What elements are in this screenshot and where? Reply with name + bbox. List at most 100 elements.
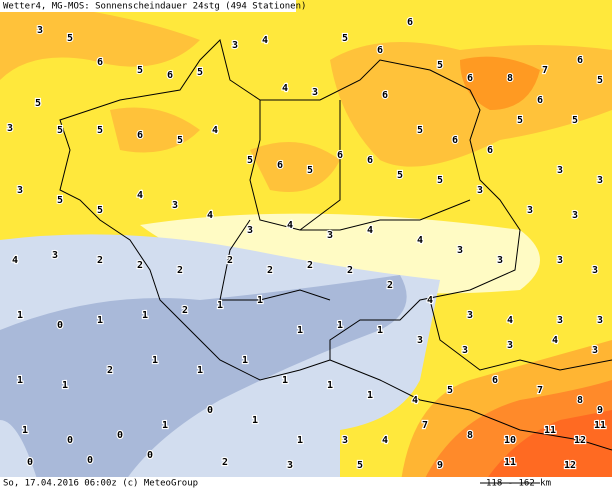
station-value: 9 [437, 460, 443, 471]
station-value: 0 [147, 450, 153, 461]
station-value: 2 [227, 255, 233, 266]
station-value: 1 [17, 310, 23, 321]
red-area [480, 410, 612, 489]
station-value: 5 [517, 115, 523, 126]
station-value: 4 [417, 235, 423, 246]
station-value: 3 [597, 315, 603, 326]
station-value: 4 [212, 125, 218, 136]
station-value: 5 [447, 385, 453, 396]
station-value: 5 [307, 165, 313, 176]
station-value: 2 [137, 260, 143, 271]
station-value: 8 [507, 73, 513, 84]
station-value: 6 [137, 130, 143, 141]
station-value: 2 [177, 265, 183, 276]
station-value: 3 [592, 265, 598, 276]
country-border [329, 299, 612, 451]
station-value: 2 [307, 260, 313, 271]
station-value: 0 [207, 405, 213, 416]
station-value: 2 [107, 365, 113, 376]
station-value: 5 [57, 195, 63, 206]
scale-label: 118 - 162 km [486, 479, 551, 489]
station-value: 6 [277, 160, 283, 171]
station-value: 5 [397, 170, 403, 181]
station-value: 11 [544, 425, 556, 436]
station-value: 4 [552, 335, 558, 346]
station-value: 8 [577, 395, 583, 406]
station-value: 1 [152, 355, 158, 366]
station-value: 4 [282, 83, 288, 94]
station-value: 4 [427, 295, 433, 306]
footer-caption: So, 17.04.2016 06:00z (c) MeteoGroup [3, 479, 198, 489]
station-value: 3 [172, 200, 178, 211]
station-value: 5 [357, 460, 363, 471]
station-value: 3 [247, 225, 253, 236]
station-value: 6 [467, 73, 473, 84]
station-value: 5 [437, 60, 443, 71]
station-value: 6 [577, 55, 583, 66]
station-value: 5 [247, 155, 253, 166]
station-value: 5 [572, 115, 578, 126]
station-value: 4 [412, 395, 418, 406]
station-value: 1 [217, 300, 223, 311]
station-value: 3 [462, 345, 468, 356]
station-value: 1 [327, 380, 333, 391]
station-value: 1 [297, 435, 303, 446]
station-value: 3 [572, 210, 578, 221]
station-value: 2 [387, 280, 393, 291]
station-value: 5 [597, 75, 603, 86]
station-value: 4 [382, 435, 388, 446]
station-value: 1 [337, 320, 343, 331]
station-value: 1 [257, 295, 263, 306]
station-value: 3 [507, 340, 513, 351]
station-value: 3 [557, 255, 563, 266]
station-value: 5 [177, 135, 183, 146]
station-value: 9 [597, 405, 603, 416]
dark-orange-area [460, 56, 540, 110]
station-value: 3 [287, 460, 293, 471]
station-value: 5 [342, 33, 348, 44]
station-value: 5 [197, 67, 203, 78]
station-value: 6 [537, 95, 543, 106]
station-value: 10 [504, 435, 516, 446]
station-value: 11 [594, 420, 606, 431]
station-value: 4 [287, 220, 293, 231]
station-value: 0 [67, 435, 73, 446]
header-box [0, 0, 296, 12]
station-value: 1 [282, 375, 288, 386]
station-value: 1 [17, 375, 23, 386]
station-value: 1 [197, 365, 203, 376]
station-value: 5 [97, 205, 103, 216]
station-value: 1 [297, 325, 303, 336]
station-value: 5 [35, 98, 41, 109]
station-value: 3 [597, 175, 603, 186]
station-value: 1 [377, 325, 383, 336]
station-value: 2 [182, 305, 188, 316]
blue-area [0, 275, 407, 489]
station-value: 3 [477, 185, 483, 196]
station-value: 3 [312, 87, 318, 98]
station-value: 3 [557, 165, 563, 176]
station-value: 6 [452, 135, 458, 146]
header-title: Wetter4, MG-MOS: Sonnenscheindauer 24stg… [3, 2, 306, 12]
station-value: 4 [262, 35, 268, 46]
station-value: 2 [347, 265, 353, 276]
station-value: 6 [97, 57, 103, 68]
station-value: 4 [367, 225, 373, 236]
station-value: 6 [167, 70, 173, 81]
station-value: 6 [337, 150, 343, 161]
station-value: 5 [417, 125, 423, 136]
light-area [140, 213, 540, 294]
station-value: 3 [232, 40, 238, 51]
station-value: 1 [242, 355, 248, 366]
station-value: 3 [327, 230, 333, 241]
station-value: 3 [497, 255, 503, 266]
station-value: 8 [467, 430, 473, 441]
station-value: 0 [57, 320, 63, 331]
station-value: 3 [592, 345, 598, 356]
station-value: 7 [422, 420, 428, 431]
station-value: 3 [557, 315, 563, 326]
station-value: 5 [437, 175, 443, 186]
orange-area [110, 107, 340, 192]
station-value: 7 [542, 65, 548, 76]
station-value: 2 [267, 265, 273, 276]
